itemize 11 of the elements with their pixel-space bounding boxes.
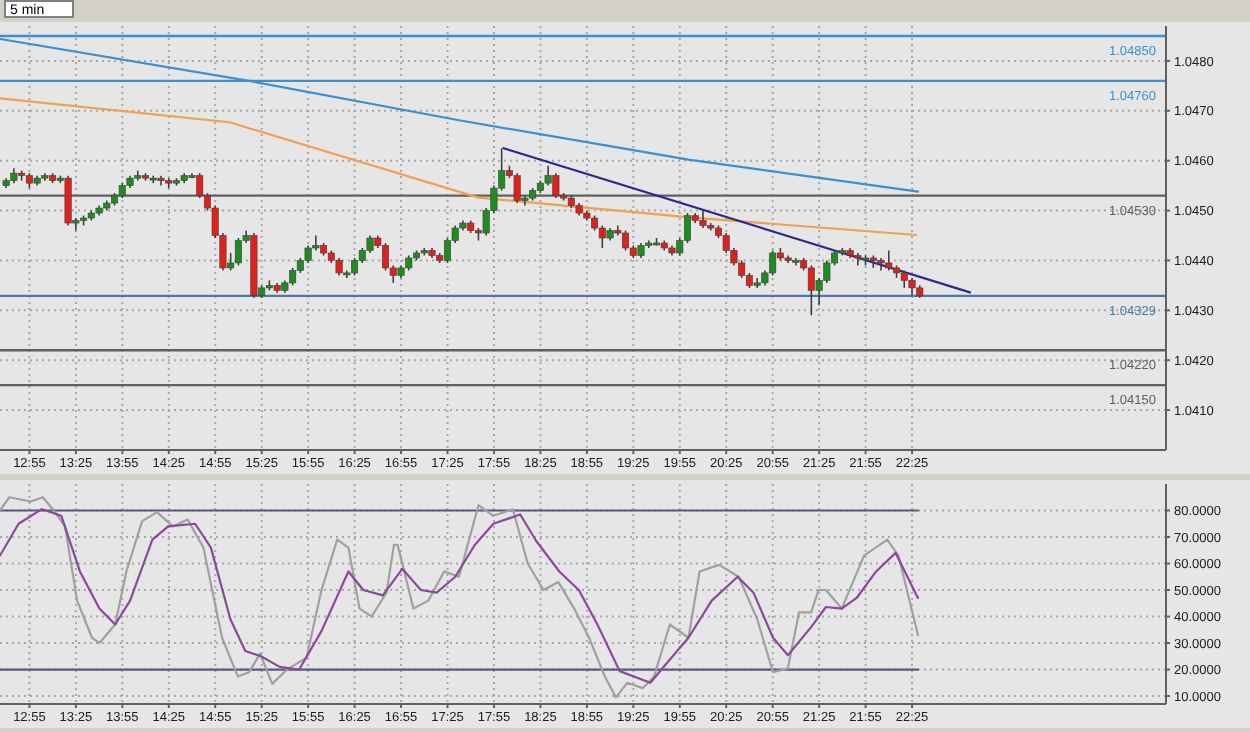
candlestick: [234, 237, 242, 267]
candlestick: [64, 174, 72, 227]
candlestick: [622, 229, 630, 252]
candlestick: [552, 172, 560, 199]
candlestick: [598, 224, 606, 249]
candlestick: [513, 172, 521, 204]
line-series: [0, 97, 918, 237]
candlestick: [869, 254, 877, 269]
candlestick: [807, 264, 815, 317]
candlestick: [885, 249, 893, 272]
candlestick: [769, 249, 777, 277]
